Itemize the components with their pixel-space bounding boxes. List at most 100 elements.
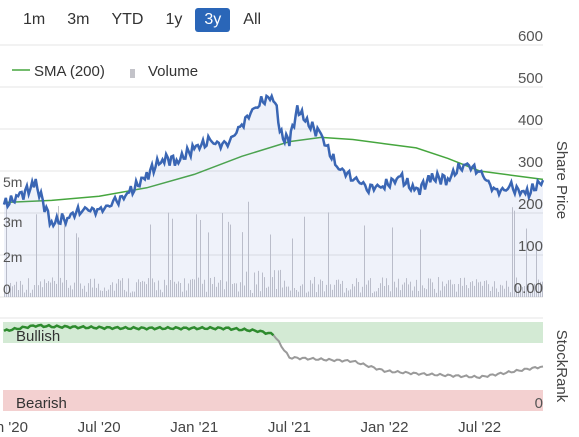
- volume-bar: [152, 278, 153, 297]
- volume-bar: [400, 290, 401, 297]
- volume-bar: [536, 243, 537, 297]
- volume-bar: [368, 280, 369, 297]
- share-price-axis-label: Share Price: [553, 141, 570, 219]
- volume-bar: [392, 227, 393, 297]
- volume-bar: [84, 285, 85, 297]
- range-tab-1m[interactable]: 1m: [23, 11, 46, 28]
- volume-bar: [328, 212, 329, 297]
- volume-bar: [306, 292, 307, 297]
- volume-bar: [486, 280, 487, 297]
- volume-bar: [88, 283, 89, 297]
- volume-bar: [60, 277, 61, 297]
- volume-bar: [330, 284, 331, 297]
- volume-bar: [174, 281, 175, 297]
- volume-bar: [230, 224, 231, 297]
- volume-bar: [414, 286, 415, 297]
- volume-bar: [448, 280, 449, 297]
- volume-bar: [94, 278, 95, 297]
- volume-tick-label: 2m: [3, 249, 22, 265]
- volume-bar: [288, 286, 289, 297]
- volume-bar: [142, 280, 143, 297]
- volume-bar: [408, 284, 409, 297]
- volume-bar: [510, 292, 511, 297]
- volume-bar: [534, 283, 535, 297]
- range-tab-3m[interactable]: 3m: [67, 11, 90, 28]
- volume-bar: [154, 282, 155, 297]
- volume-bar: [62, 282, 63, 297]
- volume-bar: [266, 287, 267, 297]
- volume-bar: [512, 207, 513, 297]
- volume-bar: [346, 287, 347, 297]
- range-tab-3y[interactable]: 3y: [195, 8, 231, 32]
- volume-bar: [150, 224, 151, 297]
- volume-bar: [542, 281, 543, 297]
- volume-bar: [482, 285, 483, 297]
- volume-bar: [30, 292, 31, 297]
- volume-bar: [50, 282, 51, 297]
- volume-bar: [208, 232, 209, 297]
- volume-bar: [246, 271, 247, 297]
- volume-bar: [38, 285, 39, 297]
- volume-bar: [190, 279, 191, 297]
- volume-bar: [434, 288, 435, 297]
- volume-bar: [106, 290, 107, 297]
- volume-bar: [118, 279, 119, 297]
- volume-bar: [180, 282, 181, 297]
- volume-bar: [490, 290, 491, 297]
- volume-bar: [160, 289, 161, 297]
- volume-bar: [248, 201, 249, 297]
- volume-bar: [40, 281, 41, 297]
- volume-bar: [46, 282, 47, 297]
- volume-bar: [218, 282, 219, 297]
- volume-bar: [66, 279, 67, 297]
- volume-bar: [366, 284, 367, 297]
- volume-bar: [114, 290, 115, 297]
- volume-bar: [432, 282, 433, 297]
- volume-bar: [438, 277, 439, 297]
- volume-bar: [308, 291, 309, 297]
- volume-bar: [212, 284, 213, 297]
- volume-bar: [326, 284, 327, 297]
- volume-bar: [386, 278, 387, 297]
- volume-bar: [258, 270, 259, 297]
- volume-bar: [524, 286, 525, 297]
- volume-bar: [34, 285, 35, 297]
- volume-bar: [26, 289, 27, 297]
- volume-bar: [260, 291, 261, 297]
- volume-bar: [194, 279, 195, 297]
- volume-bar: [178, 281, 179, 297]
- volume-bar: [4, 293, 5, 297]
- volume-bar: [112, 282, 113, 297]
- volume-bar: [442, 281, 443, 297]
- volume-bar: [10, 282, 11, 297]
- stockrank-line-bullish: [3, 323, 275, 337]
- volume-bar: [378, 287, 379, 297]
- volume-bar: [68, 287, 69, 297]
- y-tick-label: 600: [518, 28, 543, 45]
- volume-bar: [504, 288, 505, 297]
- volume-bar: [418, 290, 419, 297]
- volume-bar: [410, 281, 411, 297]
- volume-bar: [444, 286, 445, 297]
- volume-bar: [472, 281, 473, 297]
- volume-bar: [14, 284, 15, 297]
- sma-legend-label: SMA (200): [34, 63, 105, 80]
- volume-bar: [518, 286, 519, 297]
- range-tab-all[interactable]: All: [243, 11, 262, 28]
- range-tab-1y[interactable]: 1y: [165, 11, 183, 28]
- volume-bar: [224, 289, 225, 297]
- volume-bar: [506, 280, 507, 297]
- volume-bar: [104, 287, 105, 297]
- volume-bar: [70, 285, 71, 297]
- volume-bar: [120, 280, 121, 297]
- volume-bar: [64, 215, 65, 297]
- y-tick-label: 400: [518, 112, 543, 129]
- volume-bar: [144, 281, 145, 297]
- volume-bar: [222, 212, 223, 297]
- volume-bar: [44, 279, 45, 297]
- volume-legend-swatch: [130, 69, 135, 78]
- volume-bar: [176, 283, 177, 297]
- range-tab-ytd[interactable]: YTD: [111, 11, 144, 28]
- volume-bar: [336, 279, 337, 297]
- volume-bar: [354, 286, 355, 297]
